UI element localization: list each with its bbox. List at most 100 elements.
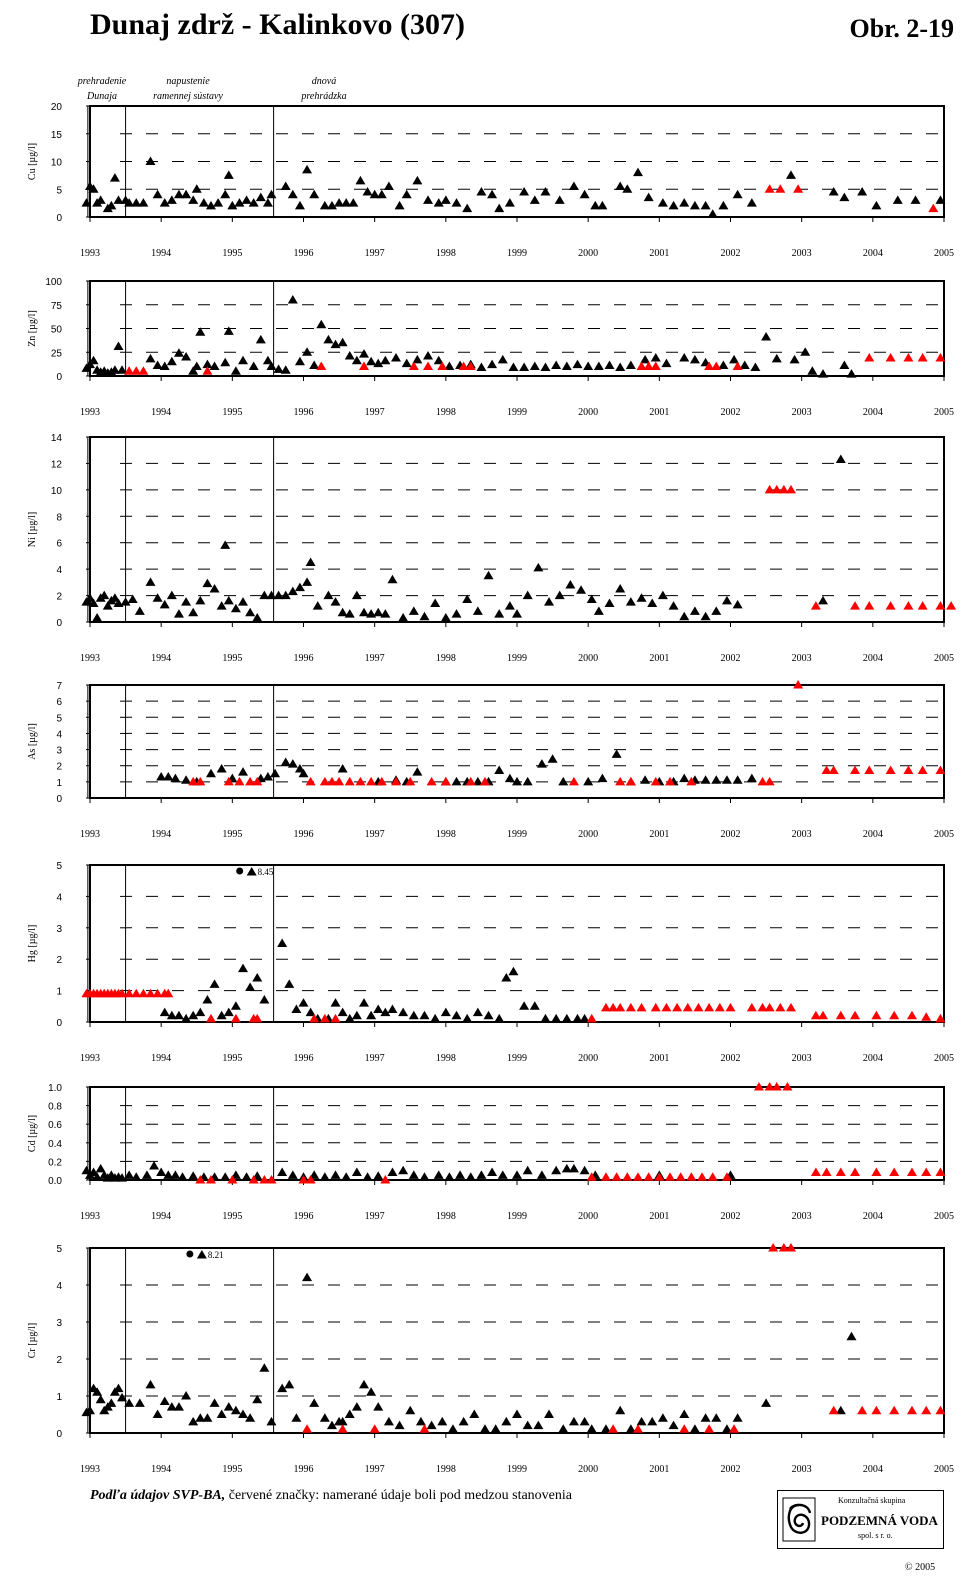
data-point-measured [615,362,626,371]
x-tick-label: 2000 [578,653,598,664]
data-point-measured [287,295,298,304]
data-point-measured [739,360,750,370]
y-tick-label: 3 [56,1318,62,1329]
data-point-below-limit [319,1013,330,1023]
data-point-measured [366,1387,377,1396]
data-point-measured [551,1165,562,1175]
data-point-below-limit [195,1175,206,1184]
data-point-measured [127,594,138,604]
logo-line2: PODZEMNÁ VODA [821,1513,938,1528]
data-point-measured [188,1171,199,1180]
data-point-measured [483,570,494,580]
footer-source: Podľa údajov SVP-BA, [90,1488,226,1503]
data-point-measured [166,356,177,366]
x-tick-label: 1996 [294,653,314,664]
data-point-measured [88,184,99,193]
x-tick-label: 1995 [222,653,242,664]
data-point-measured [519,187,530,196]
data-point-measured [576,585,587,594]
data-point-measured [302,164,313,174]
data-point-measured [95,1163,106,1173]
data-point-below-limit [665,776,676,786]
data-point-measured [266,1416,277,1426]
data-point-measured [334,198,345,207]
data-point-measured [170,1170,181,1179]
data-point-below-limit [124,366,135,375]
data-point-below-limit [661,1002,672,1012]
data-point-measured [351,355,362,365]
data-point-measured [316,319,327,329]
x-tick-label: 1998 [436,829,456,840]
data-point-below-limit [305,1175,316,1184]
x-tick-label: 1996 [294,1053,314,1064]
data-point-measured [291,1004,302,1013]
data-point-measured [326,200,337,210]
data-point-below-limit [707,1172,718,1181]
data-point-measured [287,1170,298,1179]
y-tick-label: 50 [51,325,63,336]
y-tick-label: 0 [56,372,62,383]
data-point-measured [494,609,505,618]
data-point-measured [124,1170,135,1179]
y-tick-label: 6 [56,697,62,708]
data-point-below-limit [810,601,821,610]
data-point-measured [380,609,391,618]
data-point-measured [351,1167,362,1177]
x-tick-label: 2004 [863,829,883,840]
data-point-below-limit [917,601,928,610]
data-point-measured [458,1416,469,1426]
data-point-measured [188,366,199,375]
data-point-measured [689,606,700,615]
data-point-measured [700,611,711,621]
data-point-measured [668,1420,679,1430]
data-point-below-limit [946,601,957,610]
data-point-measured [615,181,626,190]
data-point-below-limit [935,765,946,775]
data-point-below-limit [906,1167,917,1177]
data-point-below-limit [764,184,775,193]
data-point-below-limit [319,776,330,786]
data-point-measured [166,1010,177,1020]
data-point-measured [181,1391,192,1400]
x-tick-label: 1996 [294,829,314,840]
x-tick-label: 2001 [649,653,669,664]
data-point-below-limit [768,1243,779,1252]
y-axis-label: Cr [µg/l] [27,1323,38,1358]
logo-line1: Konzultačná skupina [838,1496,906,1505]
data-point-measured [519,362,530,371]
data-point-below-limit [625,776,636,786]
data-point-measured [145,353,156,363]
data-point-below-limit [259,1175,270,1184]
data-point-measured [273,590,284,600]
y-tick-label: 1 [56,778,62,789]
data-point-measured [729,354,740,364]
data-point-below-limit [138,366,149,375]
data-point-below-limit [408,361,419,370]
x-tick-label: 2004 [863,1053,883,1064]
data-point-measured [447,1424,458,1433]
x-tick-label: 2002 [721,1211,741,1222]
data-point-below-limit [871,1010,882,1020]
data-point-measured [209,583,220,593]
y-tick-label: 3 [56,924,62,935]
data-point-measured [689,200,700,210]
data-point-measured [451,1010,462,1020]
data-point-measured [398,1007,409,1017]
data-point-measured [405,1405,416,1415]
data-point-measured [113,1383,124,1393]
data-point-measured [700,200,711,210]
data-point-measured [280,181,291,190]
data-point-below-limit [600,1002,611,1012]
data-point-below-limit [935,1405,946,1415]
plot-frame [89,436,945,623]
data-point-below-limit [821,765,832,775]
x-tick-label: 2002 [721,829,741,840]
data-point-measured [487,1167,498,1177]
x-tick-label: 2005 [934,1053,954,1064]
data-point-measured [512,1409,522,1418]
x-tick-label: 2001 [649,1464,669,1475]
data-point-measured [230,1170,241,1179]
data-point-measured [373,1171,384,1180]
data-point-below-limit [721,1172,732,1181]
data-point-measured [152,360,163,370]
